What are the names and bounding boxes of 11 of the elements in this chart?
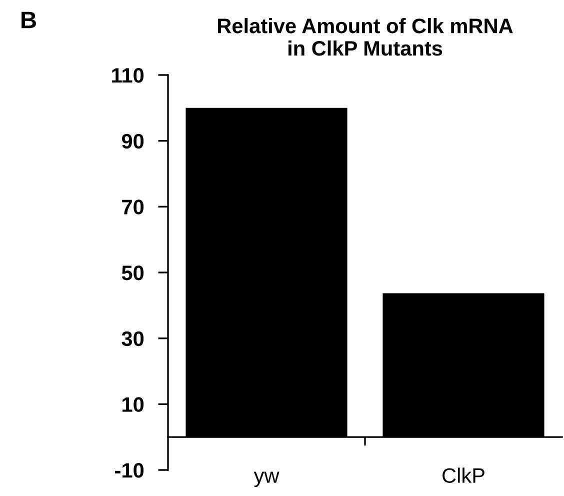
y-tick-label: 110	[112, 68, 144, 83]
y-tick-label: 50	[122, 266, 144, 280]
x-tick-label: ClkP	[442, 468, 484, 483]
y-tick-label: 70	[122, 200, 144, 214]
y-tick-label: 90	[122, 134, 144, 149]
text: B	[22, 12, 36, 28]
chart-title: Relative Amount of Clk mRNA in ClkP Mutants	[218, 18, 513, 56]
x-tick-label: yw	[254, 472, 280, 488]
y-tick-label: 10	[122, 397, 144, 412]
y-tick-label: 30	[122, 331, 144, 346]
y-tick-label: -10	[115, 463, 144, 478]
